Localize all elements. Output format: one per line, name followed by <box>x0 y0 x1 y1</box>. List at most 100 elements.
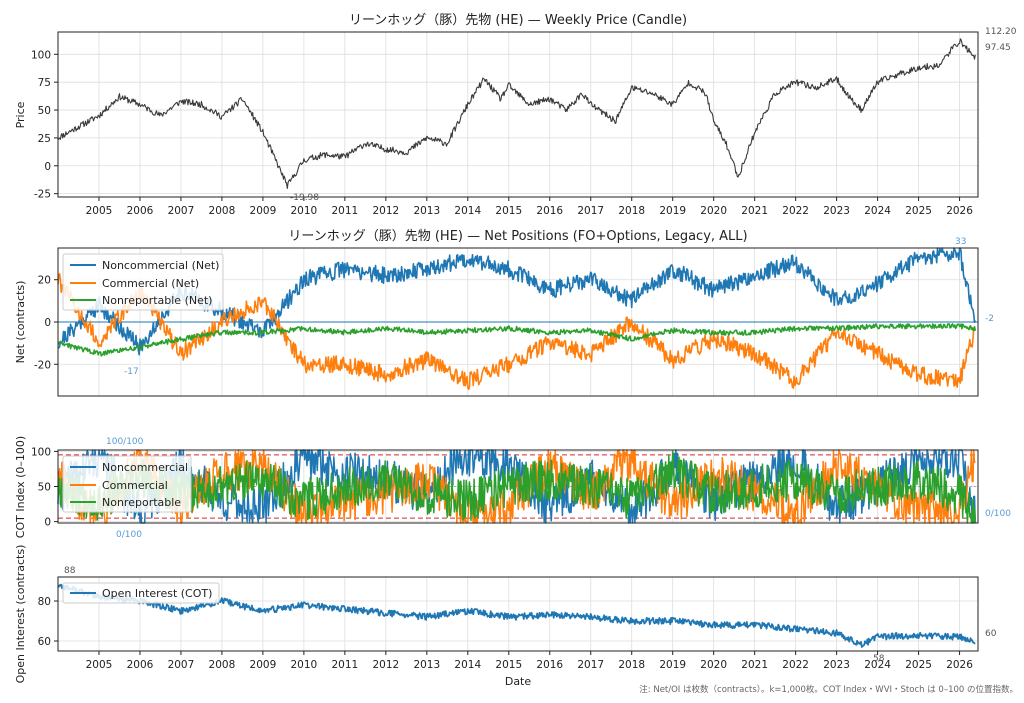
cot-legend-label-noncommercial: Noncommercial <box>102 461 188 474</box>
net-legend-label-commercial: Commercial (Net) <box>102 277 199 290</box>
net-legend-label-noncommercial: Noncommercial (Net) <box>102 259 219 272</box>
cot-last-annotation: 0/100 <box>985 509 1011 519</box>
xtick-label: 2017 <box>577 659 604 671</box>
price-ylabel: Price <box>14 101 27 128</box>
price-ytick-label: 50 <box>38 105 51 117</box>
xtick-label: 2024 <box>864 659 891 671</box>
oi-legend-label: Open Interest (COT) <box>102 587 212 600</box>
xtick-label: 2021 <box>741 659 768 671</box>
net-max-annotation: 33 <box>955 237 966 247</box>
x-axis-label: Date <box>505 675 532 688</box>
cot-ytick-label: 50 <box>38 482 51 494</box>
cot-series-line-nonreportable <box>57 450 977 524</box>
price-grid <box>58 32 978 197</box>
xtick-label: 2024 <box>864 205 891 217</box>
net-yticks: 20 0 -20 <box>34 275 58 371</box>
xtick-label: 2017 <box>577 205 604 217</box>
net-last-annotation: -2 <box>985 314 994 324</box>
net-series-line-commercial-net- <box>57 273 976 390</box>
xtick-label: 2023 <box>823 659 850 671</box>
oi-ytick-label: 60 <box>38 636 51 648</box>
xtick-label: 2008 <box>209 659 236 671</box>
xtick-label: 2009 <box>250 205 277 217</box>
xtick-label: 2022 <box>782 659 809 671</box>
net-series-line-nonreportable-net- <box>57 323 977 357</box>
oi-legend: Open Interest (COT) <box>62 582 220 604</box>
oi-yticks: 80 60 <box>38 596 58 648</box>
xtick-label: 2016 <box>536 659 563 671</box>
net-ytick-label: -20 <box>34 359 51 371</box>
xtick-label: 2018 <box>618 659 645 671</box>
xtick-label: 2015 <box>495 205 522 217</box>
xtick-label: 2014 <box>454 659 481 671</box>
price-ytick-label: 0 <box>44 161 51 173</box>
price-ytick-label: -25 <box>34 189 51 201</box>
xtick-label: 2008 <box>209 205 236 217</box>
cot-legend-box <box>62 455 192 513</box>
price-series-line <box>57 38 976 189</box>
cot-ytick-label: 0 <box>44 517 51 529</box>
oi-min-annotation: 58 <box>873 654 885 664</box>
xtick-label: 2018 <box>618 205 645 217</box>
xtick-label: 2015 <box>495 659 522 671</box>
xtick-label: 2010 <box>291 205 318 217</box>
xtick-label: 2005 <box>86 659 113 671</box>
xtick-label: 2019 <box>659 659 686 671</box>
price-frame <box>57 31 979 198</box>
xtick-label: 2007 <box>168 205 195 217</box>
oi-ytick-label: 80 <box>38 596 51 608</box>
oi-frame <box>57 576 979 652</box>
price-ytick-label: 75 <box>38 77 51 89</box>
oi-series-line <box>57 583 976 648</box>
cot-legend-label-commercial: Commercial <box>102 479 168 492</box>
cot-ylabel: COT Index (0–100) <box>14 436 27 538</box>
cot-legend-label-nonreportable: Nonreportable <box>102 496 181 509</box>
xtick-label: 2019 <box>659 205 686 217</box>
xtick-label: 2011 <box>331 659 358 671</box>
xtick-label: 2012 <box>372 659 399 671</box>
oi-last-annotation: 60 <box>985 629 997 639</box>
price-ytick-label: 100 <box>31 49 51 61</box>
xtick-label: 2009 <box>250 659 277 671</box>
xtick-label: 2013 <box>413 205 440 217</box>
price-xticks: 2005 2006 2007 2008 2009 2010 2011 2012 2013 2014… <box>86 197 973 217</box>
xtick-label: 2005 <box>86 205 113 217</box>
xtick-label: 2020 <box>700 659 727 671</box>
cot-legend: Noncommercial Commercial Nonreportable <box>62 455 192 513</box>
xtick-label: 2006 <box>127 205 154 217</box>
xtick-label: 2025 <box>905 205 932 217</box>
xtick-label: 2006 <box>127 659 154 671</box>
xtick-label: 2011 <box>331 205 358 217</box>
net-ytick-label: 0 <box>44 317 51 329</box>
xtick-label: 2025 <box>905 659 932 671</box>
price-max-annotation: 112.20 <box>985 27 1017 37</box>
xtick-label: 2012 <box>372 205 399 217</box>
cot-yticks: 100 50 0 <box>31 446 58 529</box>
net-legend: Noncommercial (Net) Commercial (Net) Non… <box>62 253 224 311</box>
xtick-label: 2014 <box>454 205 481 217</box>
xtick-label: 2016 <box>536 205 563 217</box>
xtick-label: 2007 <box>168 659 195 671</box>
net-legend-box <box>62 253 224 311</box>
price-min-annotation: -19.98 <box>290 193 319 203</box>
xtick-label: 2022 <box>782 205 809 217</box>
cot-ytick-label: 100 <box>31 446 51 458</box>
xtick-label: 2026 <box>946 659 973 671</box>
net-min-annotation: -17 <box>124 367 139 377</box>
xtick-label: 2021 <box>741 205 768 217</box>
xtick-label: 2026 <box>946 205 973 217</box>
net-ytick-label: 20 <box>38 275 51 287</box>
xtick-label: 2023 <box>823 205 850 217</box>
net-title: リーンホッグ（豚）先物 (HE) — Net Positions (FO+Opt… <box>288 229 747 244</box>
price-last-annotation: 97.45 <box>985 43 1011 53</box>
xtick-label: 2010 <box>291 659 318 671</box>
oi-ylabel: Open Interest (contracts) <box>14 545 27 684</box>
cot-top-annotation: 100/100 <box>106 437 144 447</box>
price-yticks: 100 75 50 25 0 -25 <box>31 49 58 201</box>
net-legend-label-nonreportable: Nonreportable (Net) <box>102 294 212 307</box>
cot-bottom-annotation: 0/100 <box>116 530 142 540</box>
price-ytick-label: 25 <box>38 133 51 145</box>
xtick-label: 2020 <box>700 205 727 217</box>
oi-first-annotation: 88 <box>64 566 76 576</box>
